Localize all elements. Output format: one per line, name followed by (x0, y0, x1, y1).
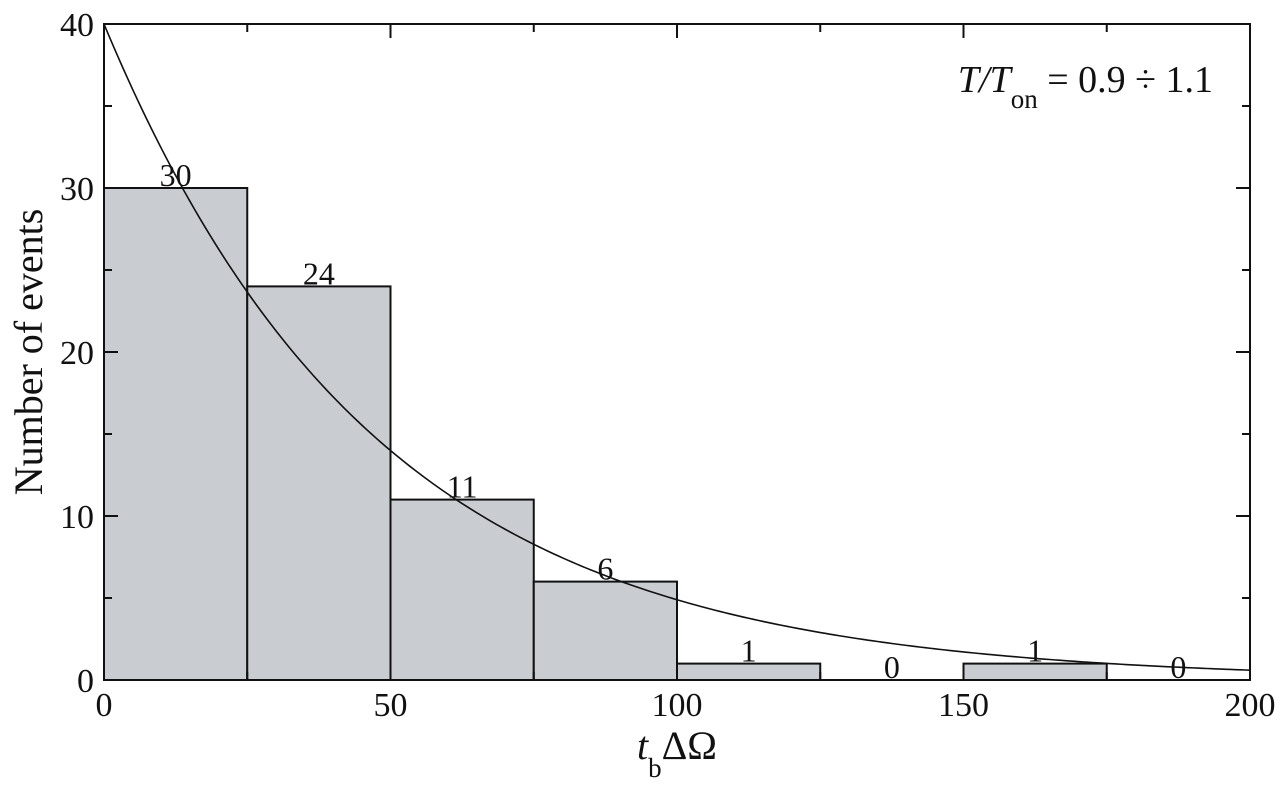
histogram-bar (103, 187, 249, 681)
histogram-bar (389, 498, 535, 681)
y-tick-label: 10 (60, 499, 94, 536)
x-axis-title-rest: ΔΩ (662, 723, 717, 768)
bar-data-label: 0 (1170, 649, 1186, 685)
y-tick-label: 20 (60, 335, 94, 372)
x-axis-title-main: t (637, 723, 649, 768)
bars-layer (103, 187, 1108, 681)
bar-data-label: 11 (447, 469, 478, 505)
histogram-bar (246, 285, 392, 681)
y-axis-title: Number of events (6, 209, 51, 496)
x-tick-label: 150 (938, 687, 989, 724)
y-tick-label: 30 (60, 171, 94, 208)
annotation-main: T/T (958, 59, 1014, 101)
annotation-rest: = 0.9 ÷ 1.1 (1038, 59, 1213, 101)
annotation-text: T/Ton = 0.9 ÷ 1.1 (958, 59, 1213, 114)
x-tick-label: 100 (652, 687, 703, 724)
bar-data-label: 24 (303, 255, 335, 291)
data-labels-layer: 30 24 11 6 1 0 1 0 (160, 157, 1187, 685)
y-tick-label: 40 (60, 7, 94, 44)
histogram-bar (532, 580, 678, 681)
fit-curve-line (104, 24, 1250, 671)
bar-data-label: 1 (1027, 633, 1043, 669)
annotation-sub: on (1011, 84, 1039, 114)
x-axis-title: tbΔΩ (637, 723, 717, 783)
fit-curve-layer (104, 24, 1250, 671)
x-tick-label: 200 (1225, 687, 1276, 724)
bar-data-label: 1 (741, 633, 757, 669)
x-axis-title-sub: b (648, 753, 662, 783)
ticks-layer (103, 23, 1251, 681)
bar-data-label: 0 (884, 649, 900, 685)
bar-data-label: 30 (160, 157, 192, 193)
x-tick-label: 0 (96, 687, 113, 724)
x-tick-label: 50 (374, 687, 408, 724)
y-tick-label: 0 (77, 663, 94, 700)
bar-data-label: 6 (597, 551, 613, 587)
